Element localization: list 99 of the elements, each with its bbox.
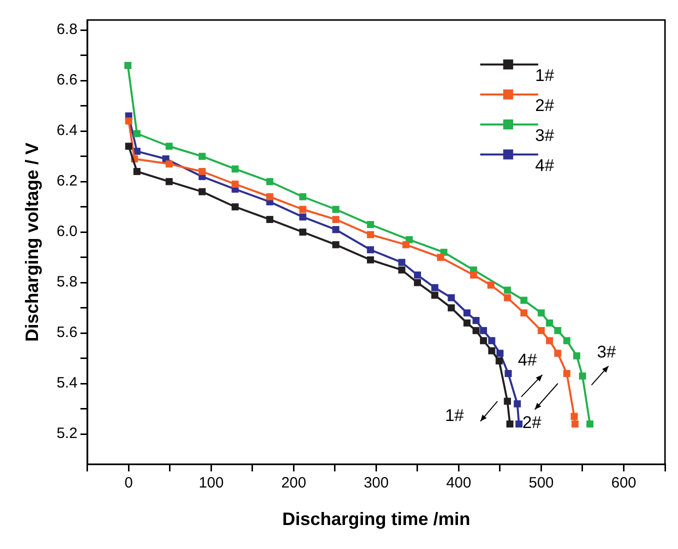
point bbox=[463, 309, 471, 316]
point bbox=[563, 370, 570, 378]
point bbox=[332, 226, 340, 234]
point bbox=[366, 246, 374, 254]
point bbox=[332, 216, 340, 224]
point bbox=[448, 304, 455, 312]
point bbox=[299, 228, 306, 236]
x-tick-label: 400 bbox=[446, 474, 472, 492]
point bbox=[431, 292, 438, 299]
y-tick-label: 5.2 bbox=[56, 425, 78, 442]
point bbox=[398, 266, 406, 274]
y-tick-label: 5.8 bbox=[56, 274, 78, 291]
point bbox=[366, 256, 374, 264]
point bbox=[166, 160, 173, 168]
x-tick-label: 100 bbox=[198, 474, 224, 492]
point bbox=[504, 398, 511, 405]
point bbox=[125, 142, 132, 150]
y-tick-label: 6.6 bbox=[56, 72, 78, 89]
point bbox=[546, 319, 554, 327]
point bbox=[472, 316, 480, 324]
point bbox=[198, 188, 206, 196]
point bbox=[232, 180, 239, 188]
y-axis-title: Discharging voltage / V bbox=[22, 142, 42, 342]
point bbox=[299, 193, 306, 200]
point bbox=[573, 352, 580, 360]
y-tick-label: 5.6 bbox=[56, 324, 78, 342]
point bbox=[520, 309, 528, 316]
point bbox=[266, 216, 274, 224]
point bbox=[520, 296, 528, 304]
point bbox=[366, 231, 374, 238]
point bbox=[198, 168, 206, 176]
point bbox=[133, 130, 140, 138]
point bbox=[538, 327, 545, 334]
point bbox=[133, 168, 140, 176]
point bbox=[232, 165, 239, 173]
point bbox=[366, 220, 374, 228]
x-tick-label: 300 bbox=[364, 474, 389, 492]
point bbox=[332, 206, 340, 213]
point bbox=[437, 254, 444, 261]
point bbox=[431, 284, 438, 292]
y-tick-label: 6.8 bbox=[56, 21, 78, 38]
legend-label: 2# bbox=[535, 96, 555, 116]
point bbox=[480, 337, 488, 344]
point bbox=[299, 206, 306, 213]
point bbox=[570, 412, 578, 420]
point bbox=[504, 370, 512, 378]
point bbox=[554, 327, 562, 334]
legend-label: 1# bbox=[535, 66, 555, 86]
point bbox=[125, 117, 132, 125]
y-tick-label: 6.2 bbox=[56, 172, 78, 190]
point bbox=[487, 282, 494, 289]
point bbox=[480, 327, 488, 334]
point bbox=[332, 241, 340, 248]
point bbox=[232, 203, 239, 210]
x-tick-label: 200 bbox=[281, 474, 306, 492]
x-tick-label: 500 bbox=[528, 474, 554, 492]
x-tick-label: 0 bbox=[124, 474, 133, 492]
point bbox=[166, 142, 173, 150]
legend-label: 4# bbox=[535, 156, 555, 176]
point bbox=[414, 279, 422, 286]
point bbox=[504, 286, 511, 294]
annotation: 2# bbox=[522, 413, 542, 432]
point bbox=[472, 327, 480, 334]
point bbox=[515, 420, 522, 428]
point bbox=[198, 152, 206, 160]
point bbox=[488, 337, 496, 344]
point bbox=[266, 193, 274, 200]
point bbox=[554, 350, 562, 357]
point bbox=[546, 337, 554, 344]
point bbox=[504, 294, 511, 302]
point bbox=[402, 241, 410, 248]
point bbox=[299, 213, 306, 220]
annotation: 3# bbox=[597, 342, 616, 362]
point bbox=[463, 319, 471, 327]
point bbox=[572, 420, 579, 428]
x-tick-label: 600 bbox=[611, 474, 636, 492]
point bbox=[496, 350, 504, 357]
point bbox=[514, 400, 521, 408]
point bbox=[448, 294, 455, 302]
point bbox=[586, 420, 594, 428]
point bbox=[398, 258, 406, 266]
legend-label: 3# bbox=[535, 126, 555, 146]
point bbox=[470, 271, 478, 279]
point bbox=[538, 309, 545, 316]
point bbox=[488, 347, 496, 354]
point bbox=[563, 337, 570, 344]
point bbox=[578, 372, 586, 380]
point bbox=[414, 271, 422, 279]
y-tick-label: 5.4 bbox=[56, 374, 78, 392]
point bbox=[266, 178, 274, 186]
annotation: 1# bbox=[444, 406, 464, 425]
x-axis-title: Discharging time /min bbox=[282, 509, 470, 530]
point bbox=[124, 62, 132, 69]
y-tick-label: 6.4 bbox=[56, 122, 78, 140]
point bbox=[506, 420, 514, 428]
y-tick-label: 6.0 bbox=[56, 223, 78, 240]
annotation: 4# bbox=[518, 350, 538, 370]
point bbox=[496, 357, 503, 364]
point bbox=[166, 178, 173, 186]
